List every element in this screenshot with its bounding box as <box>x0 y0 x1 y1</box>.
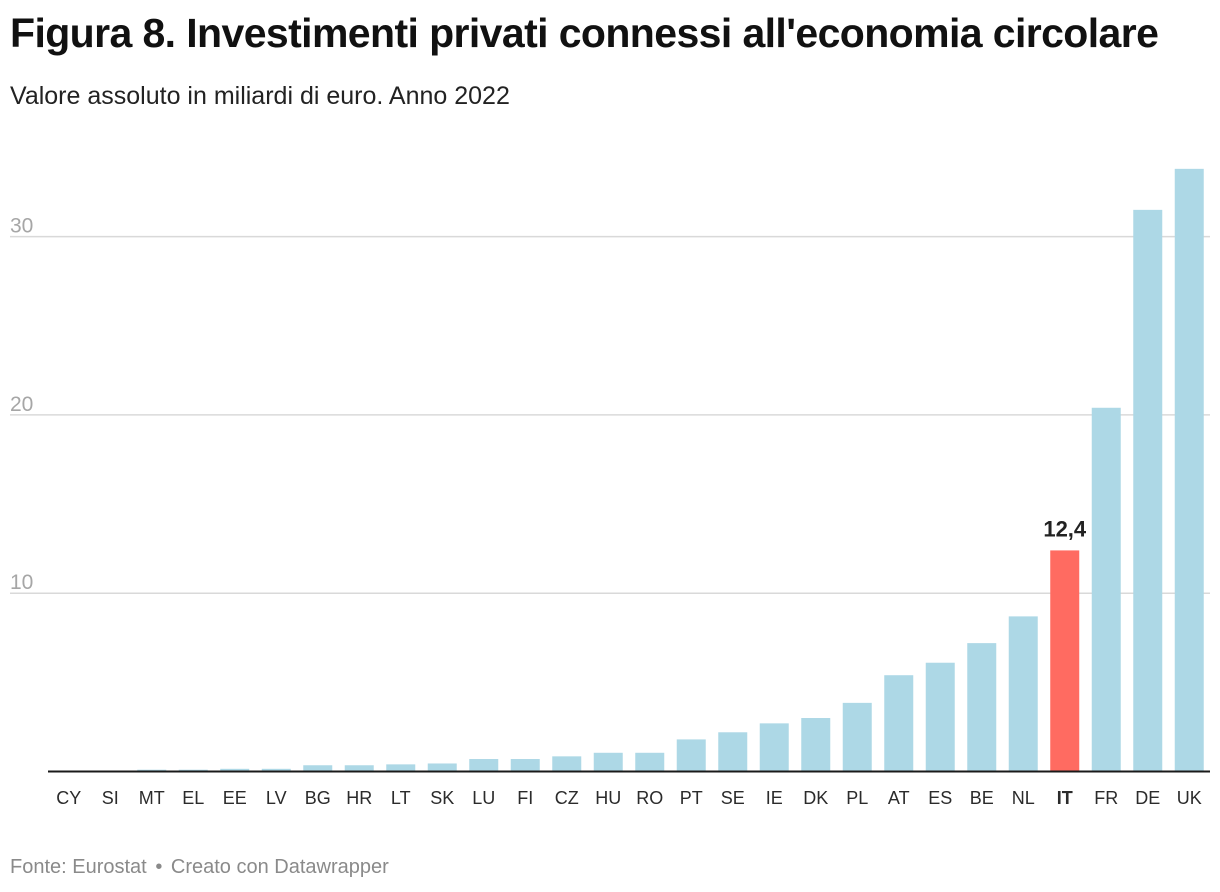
bar-se <box>718 732 748 772</box>
y-tick-label-10: 10 <box>10 571 33 594</box>
bar-de <box>1133 209 1163 772</box>
x-label-cz: CZ <box>555 788 579 808</box>
x-label-lu: LU <box>472 788 495 808</box>
bar-ro <box>635 752 665 772</box>
bar-pt <box>676 739 706 772</box>
chart-subtitle: Valore assoluto in miliardi di euro. Ann… <box>10 82 510 110</box>
gridlines <box>10 235 1210 594</box>
x-label-se: SE <box>721 788 745 808</box>
bar-hr <box>344 765 374 772</box>
x-label-bg: BG <box>305 788 331 808</box>
bar-be <box>967 643 997 772</box>
x-label-cy: CY <box>56 788 81 808</box>
x-label-ie: IE <box>766 788 783 808</box>
x-label-at: AT <box>888 788 910 808</box>
bar-fi <box>510 759 540 772</box>
x-label-dk: DK <box>803 788 828 808</box>
annotations: 12,4 <box>1043 516 1087 541</box>
y-tick-label-20: 20 <box>10 393 33 416</box>
bar-lv <box>261 768 291 772</box>
bar-fr <box>1091 407 1121 772</box>
bar-it <box>1050 550 1080 772</box>
x-label-lt: LT <box>391 788 411 808</box>
bar-uk <box>1174 168 1204 772</box>
credit-text: Creato con Datawrapper <box>170 856 389 878</box>
bar-nl <box>1008 616 1038 772</box>
x-label-lv: LV <box>266 788 287 808</box>
y-axis-ticks: 10 20 30 <box>10 215 33 595</box>
x-label-es: ES <box>928 788 952 808</box>
bar-at <box>884 675 914 772</box>
bar-lt <box>386 764 416 772</box>
x-label-fr: FR <box>1094 788 1118 808</box>
source-note: Fonte: Eurostat • Creato con Datawrapper <box>10 856 389 879</box>
bars <box>95 168 1204 772</box>
y-tick-label-30: 30 <box>10 215 33 238</box>
bar-bg <box>303 765 333 772</box>
bar-ee <box>220 768 250 772</box>
x-label-de: DE <box>1135 788 1160 808</box>
x-label-el: EL <box>182 788 204 808</box>
bar-pl <box>842 702 872 772</box>
bar-lu <box>469 759 499 772</box>
x-label-pl: PL <box>846 788 868 808</box>
x-label-pt: PT <box>680 788 703 808</box>
x-label-uk: UK <box>1177 788 1202 808</box>
x-label-nl: NL <box>1012 788 1035 808</box>
x-label-hr: HR <box>346 788 372 808</box>
x-label-fi: FI <box>517 788 533 808</box>
bar-cz <box>552 756 582 772</box>
x-label-ro: RO <box>636 788 663 808</box>
bar-hu <box>593 752 623 772</box>
x-label-it: IT <box>1057 788 1073 808</box>
x-label-ee: EE <box>223 788 247 808</box>
x-label-si: SI <box>102 788 119 808</box>
bar-ie <box>759 723 789 772</box>
x-label-mt: MT <box>139 788 165 808</box>
bar-sk <box>427 763 457 772</box>
chart-title: Figura 8. Investimenti privati connessi … <box>10 10 1159 56</box>
bar-dk <box>801 718 831 772</box>
source-text: Fonte: Eurostat <box>10 856 147 878</box>
x-label-hu: HU <box>595 788 621 808</box>
separator: • <box>155 856 163 878</box>
x-label-sk: SK <box>430 788 454 808</box>
bar-es <box>925 662 955 772</box>
x-label-be: BE <box>970 788 994 808</box>
x-axis-labels: CY SI MT EL EE LV BG HR LT SK LU FI CZ HU RO PT SE IE DK PL… <box>56 788 1202 808</box>
value-label-it: 12,4 <box>1043 516 1087 541</box>
